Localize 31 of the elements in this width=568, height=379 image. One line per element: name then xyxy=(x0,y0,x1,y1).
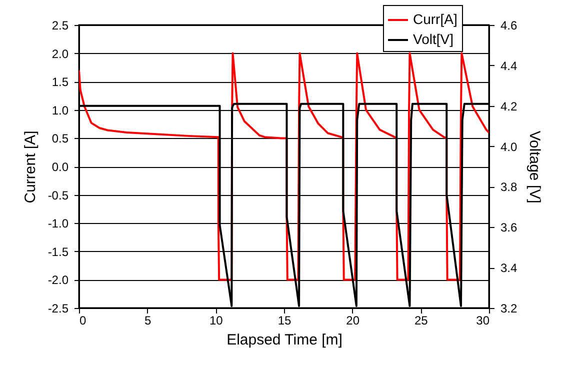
y-tick-label: 2.5 xyxy=(52,18,69,32)
x-tick-label: 0 xyxy=(80,314,86,328)
x-tick-label: 10 xyxy=(209,314,224,328)
y-tick-label: -0.5 xyxy=(48,188,69,202)
y-tick-label: 2.0 xyxy=(52,46,69,61)
x-tick-label: 25 xyxy=(414,314,428,328)
y-tick-label: 0.5 xyxy=(52,132,69,146)
y2-tick-label: 3.2 xyxy=(500,302,518,316)
legend-label: Volt[V] xyxy=(413,31,454,47)
y-tick-label: -2.5 xyxy=(48,302,69,316)
y-tick-label: 1.5 xyxy=(52,75,69,90)
y2-tick-label: 3.6 xyxy=(500,220,518,235)
y-tick-label: -1.0 xyxy=(48,216,69,231)
x-axis-title: Elapsed Time [m] xyxy=(226,332,342,348)
x-tick-label: 5 xyxy=(144,314,152,328)
y-tick-label: -2.0 xyxy=(48,273,69,288)
legend-label: Curr[A] xyxy=(413,11,458,27)
y2-axis-title: Voltage [V] xyxy=(526,130,544,204)
y2-tick-label: 4.2 xyxy=(500,99,518,114)
y-tick-label: 0.0 xyxy=(52,160,69,174)
y-tick-label: -1.5 xyxy=(48,244,69,259)
y2-tick-label: 4.6 xyxy=(500,18,518,32)
x-tick-label: 15 xyxy=(278,314,292,328)
y-axis-title: Current [A] xyxy=(22,130,39,204)
y2-tick-label: 3.8 xyxy=(500,180,518,194)
x-tick-label: 20 xyxy=(346,314,360,328)
x-tick-label: 30 xyxy=(476,314,490,328)
y2-tick-label: 4.4 xyxy=(500,58,518,73)
y2-tick-label: 3.4 xyxy=(500,261,518,276)
y-tick-label: 1.0 xyxy=(52,103,69,118)
y2-tick-label: 4.0 xyxy=(500,140,518,154)
